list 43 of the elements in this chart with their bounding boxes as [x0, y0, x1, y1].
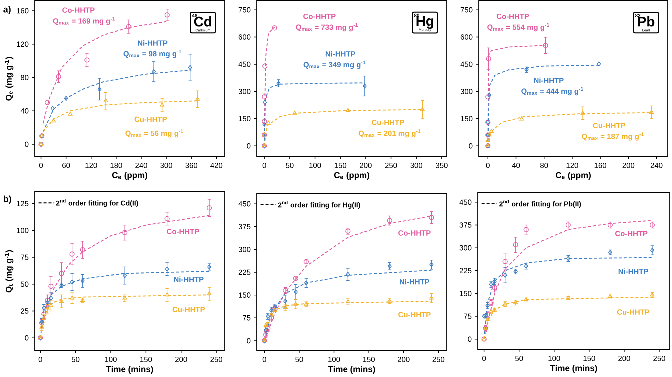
text: a) — [4, 6, 11, 15]
x-axis-title: C$_{e}$ (ppm) — [334, 172, 370, 180]
point — [64, 96, 68, 102]
point — [262, 64, 268, 69]
point — [292, 110, 298, 115]
annotation: Hg — [416, 16, 434, 30]
point — [262, 122, 267, 127]
point — [492, 285, 498, 290]
point — [164, 12, 170, 18]
x-axis-title: C$_{e}$ (ppm) — [112, 172, 148, 180]
point — [52, 118, 56, 123]
point — [524, 227, 529, 232]
point — [304, 280, 308, 286]
point — [346, 272, 350, 278]
point — [346, 108, 350, 112]
point — [484, 313, 488, 318]
point — [262, 119, 268, 124]
x-axis-title: Time (mins) — [106, 366, 154, 374]
point — [520, 116, 524, 121]
point — [388, 264, 392, 269]
point — [387, 218, 392, 224]
annotation: Pb — [638, 16, 655, 27]
point — [489, 129, 494, 134]
x-axis-title: C$_{e}$ (ppm) — [556, 172, 591, 180]
point — [262, 94, 268, 100]
point — [650, 248, 654, 254]
point — [429, 215, 434, 220]
point — [50, 106, 55, 112]
text: b) — [4, 196, 12, 204]
point — [266, 120, 271, 125]
point — [68, 112, 73, 116]
y-axis-title: Q$_{e}$ (mg g$^{-1}$) — [4, 57, 14, 101]
point — [486, 138, 490, 142]
point — [56, 74, 62, 80]
annotation: Cd — [194, 16, 212, 27]
y-axis-title: Q$_{t}$ (mg g$^{-1}$) — [4, 250, 14, 293]
x-axis-title: Time (mins) — [550, 365, 598, 374]
point — [272, 26, 278, 31]
point — [44, 100, 50, 106]
point — [263, 100, 268, 106]
point — [597, 62, 602, 67]
point — [482, 314, 486, 320]
x-axis-title: Time (mins) — [328, 366, 376, 374]
